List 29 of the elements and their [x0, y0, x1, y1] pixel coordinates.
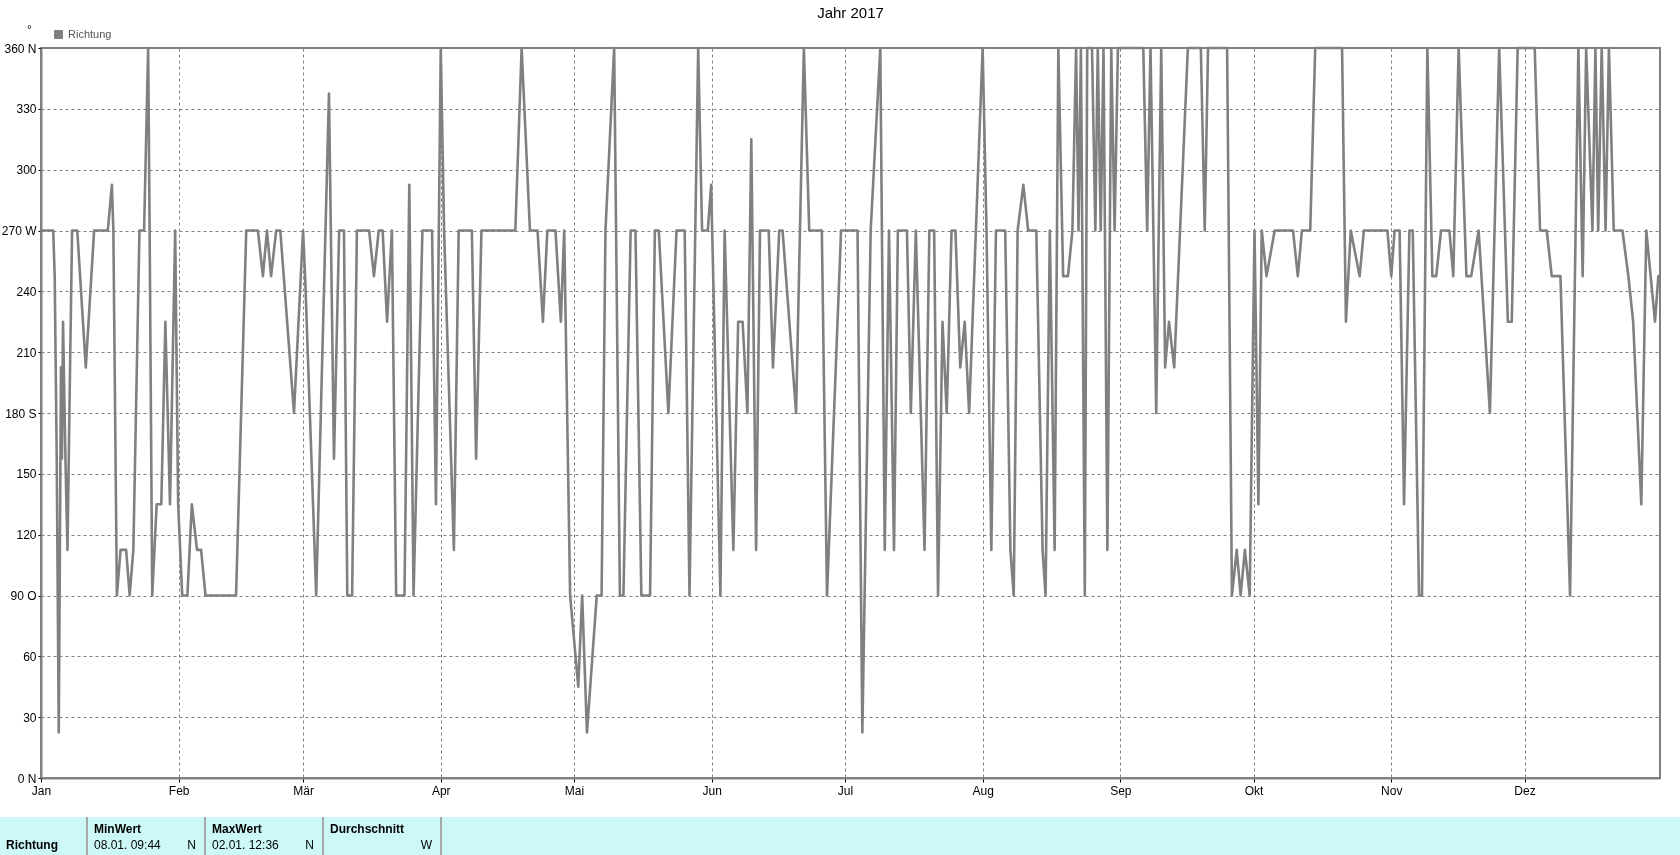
y-tick-label: 330 — [16, 102, 37, 117]
y-tick-label: 30 — [23, 710, 37, 725]
x-tick-label: Jun — [702, 783, 722, 798]
y-tick-label: 360 N — [4, 41, 37, 56]
x-tick-label: Dez — [1514, 783, 1536, 798]
x-tick-label: Nov — [1381, 783, 1403, 798]
x-tick-label: Jan — [31, 783, 52, 798]
y-tick-label: 300 — [16, 163, 37, 178]
info-panel: Richtung MinWert 08.01. 09:44 N MaxWert 02.01. 12:36 N Durchschnitt W — [0, 817, 1680, 855]
y-tick-label: 150 — [16, 467, 37, 482]
x-tick-label: Mai — [564, 783, 585, 798]
y-tick-label: 180 S — [5, 406, 37, 421]
legend-label: Richtung — [68, 27, 112, 40]
x-tick-label: Sep — [1110, 783, 1132, 798]
x-tick-label: Aug — [972, 783, 994, 798]
y-tick-label: 210 — [16, 345, 37, 360]
x-tick-label: Mär — [293, 783, 314, 798]
x-tick-label: Okt — [1244, 783, 1265, 798]
y-tick-label: 270 W — [1, 224, 38, 238]
chart-title: Jahr 2017 — [817, 4, 884, 21]
x-tick-label: Feb — [168, 783, 190, 798]
y-tick-label: 90 O — [10, 589, 37, 603]
y-tick-label: 120 — [16, 528, 37, 543]
x-tick-label: Apr — [431, 783, 451, 798]
y-axis-title: ° — [27, 22, 33, 37]
y-tick-label: 240 — [16, 284, 37, 299]
y-tick-label: 60 — [23, 649, 37, 664]
x-tick-label: Jul — [837, 783, 854, 798]
y-tick-label: 0 N — [17, 771, 37, 786]
